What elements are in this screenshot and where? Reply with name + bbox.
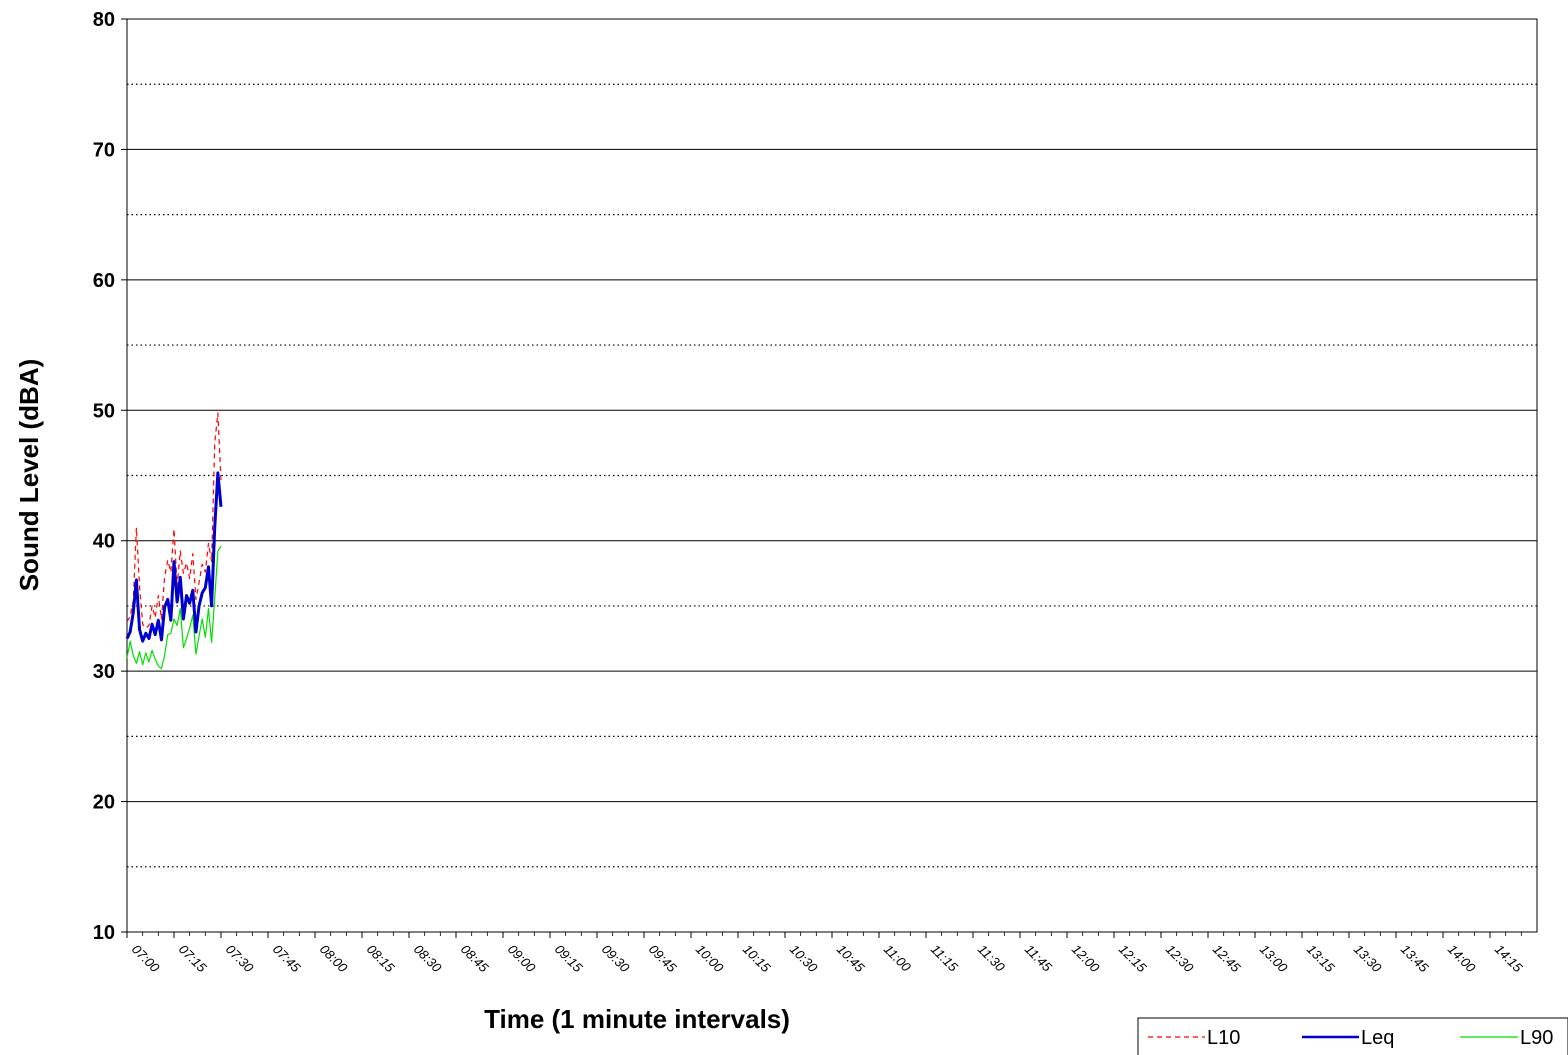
series-line-l10: [126, 412, 222, 629]
series-line-l90: [126, 545, 222, 670]
y-tick-label: 10: [93, 922, 115, 944]
y-tick-label: 60: [93, 270, 115, 292]
series-line-leq: [125, 471, 223, 643]
legend: L10 Leq L90: [1137, 1017, 1568, 1055]
legend-label-l90: L90: [1520, 1027, 1553, 1049]
y-tick-label: 40: [93, 531, 115, 553]
legend-label-l10: L10: [1207, 1027, 1240, 1049]
x-axis-title: Time (1 minute intervals): [484, 1004, 790, 1034]
legend-label-leq: Leq: [1361, 1027, 1394, 1049]
y-tick-label: 50: [93, 400, 115, 422]
y-axis-ticks: 10 20 30 40 50 60 70 80: [93, 9, 127, 944]
series-layer: [125, 412, 223, 670]
y-axis-title: Sound Level (dBA): [14, 359, 44, 592]
y-tick-label: 20: [93, 792, 115, 814]
y-tick-label: 30: [93, 661, 115, 683]
y-tick-label: 70: [93, 139, 115, 161]
y-tick-label: 80: [93, 9, 115, 31]
